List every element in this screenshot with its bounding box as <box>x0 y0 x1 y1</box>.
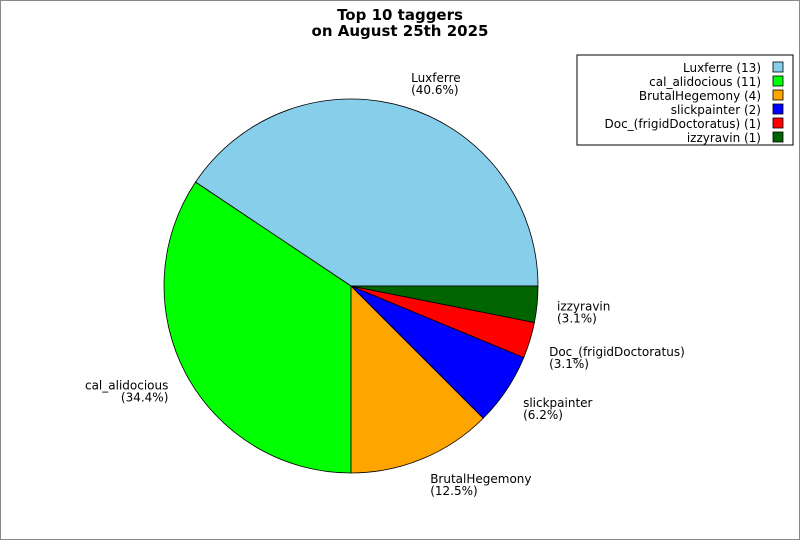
slice-label-5: izzyravin (3.1%) <box>557 299 610 325</box>
chart-title-line2: on August 25th 2025 <box>312 22 489 40</box>
legend-label-4: Doc_(frigidDoctoratus) (1) <box>605 117 762 131</box>
slice-label-1: cal_alidocious (34.4%) <box>85 379 168 405</box>
legend-label-1: cal_alidocious (11) <box>649 75 761 89</box>
legend-swatch-0 <box>772 61 784 73</box>
slice-label-percent: (34.4%) <box>121 391 168 405</box>
slice-label-name: BrutalHegemony <box>430 472 531 486</box>
slice-label-name: slickpainter <box>523 396 592 410</box>
chart-title-line1: Top 10 taggers <box>337 6 463 24</box>
legend: Luxferre (13)cal_alidocious (11)BrutalHe… <box>576 54 794 146</box>
pie-slices <box>163 98 539 474</box>
slice-label-percent: (3.1%) <box>549 357 589 371</box>
legend-swatch-5 <box>772 131 784 143</box>
pie-labels: Luxferre (40.6%) cal_alidocious (34.4%) Brut… <box>85 71 685 498</box>
slice-label-0: Luxferre (40.6%) <box>411 71 461 97</box>
slice-label-2: BrutalHegemony (12.5%) <box>430 472 531 498</box>
slice-label-percent: (40.6%) <box>411 83 458 97</box>
legend-label-0: Luxferre (13) <box>683 61 761 75</box>
legend-box <box>576 54 794 146</box>
slice-label-percent: (12.5%) <box>430 484 477 498</box>
pie-slice-2 <box>350 285 484 474</box>
slice-label-3: slickpainter (6.2%) <box>523 396 592 422</box>
legend-swatch-4 <box>772 117 784 129</box>
legend-swatch-2 <box>772 89 784 101</box>
legend-label-3: slickpainter (2) <box>671 103 761 117</box>
pie-slice-1 <box>163 181 352 474</box>
slice-label-4: Doc_(frigidDoctoratus) (3.1%) <box>549 345 685 371</box>
legend-label-5: izzyravin (1) <box>687 131 761 145</box>
legend-label-2: BrutalHegemony (4) <box>639 89 761 103</box>
legend-swatch-3 <box>772 103 784 115</box>
slice-label-percent: (3.1%) <box>557 311 597 325</box>
slice-label-name: Luxferre <box>411 71 461 85</box>
pie-slice-5 <box>350 285 539 323</box>
slice-label-name: Doc_(frigidDoctoratus) <box>549 345 685 359</box>
legend-swatch-1 <box>772 75 784 87</box>
slice-label-name: izzyravin <box>557 299 610 313</box>
slice-label-percent: (6.2%) <box>523 408 563 422</box>
slice-label-name: cal_alidocious <box>85 379 168 393</box>
